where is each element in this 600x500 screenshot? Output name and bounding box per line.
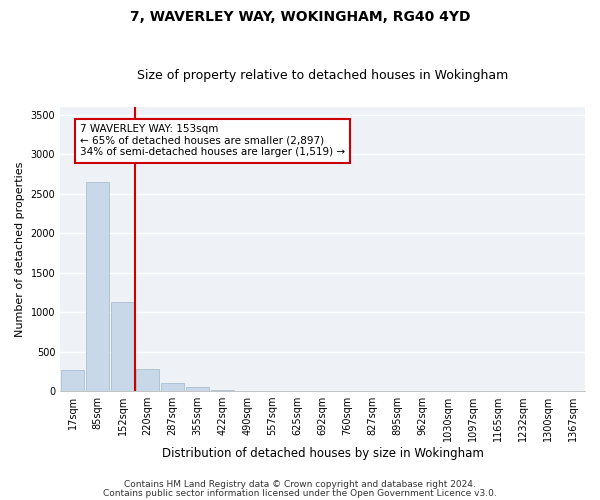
Bar [112,302,134,391]
Bar [211,390,234,391]
Bar [86,182,109,391]
X-axis label: Distribution of detached houses by size in Wokingham: Distribution of detached houses by size … [161,447,484,460]
Text: 7, WAVERLEY WAY, WOKINGHAM, RG40 4YD: 7, WAVERLEY WAY, WOKINGHAM, RG40 4YD [130,10,470,24]
Bar [136,369,159,391]
Bar [187,386,209,391]
Bar [61,370,84,391]
Bar [161,383,184,391]
Y-axis label: Number of detached properties: Number of detached properties [15,161,25,336]
Text: Contains public sector information licensed under the Open Government Licence v3: Contains public sector information licen… [103,489,497,498]
Text: 7 WAVERLEY WAY: 153sqm
← 65% of detached houses are smaller (2,897)
34% of semi-: 7 WAVERLEY WAY: 153sqm ← 65% of detached… [80,124,345,158]
Text: Contains HM Land Registry data © Crown copyright and database right 2024.: Contains HM Land Registry data © Crown c… [124,480,476,489]
Title: Size of property relative to detached houses in Wokingham: Size of property relative to detached ho… [137,69,508,82]
